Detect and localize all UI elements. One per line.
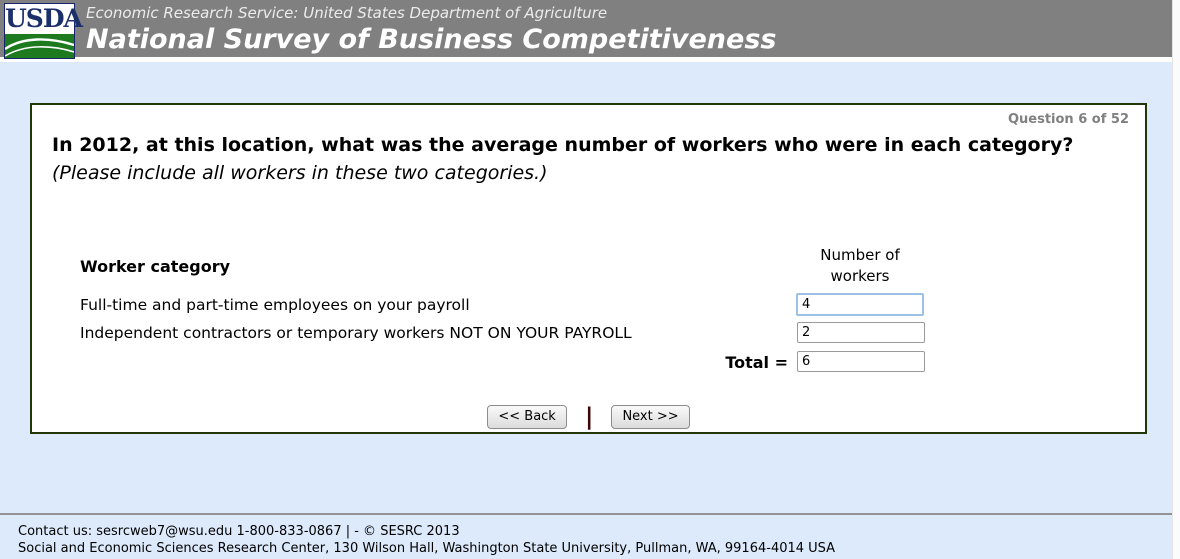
usda-logo-text: USDA <box>5 4 83 33</box>
usda-logo: USDA <box>4 3 83 59</box>
next-button[interactable]: Next >> <box>611 405 690 429</box>
row-label-contractors: Independent contractors or temporary wor… <box>80 324 632 342</box>
worker-category-header: Worker category <box>80 257 231 276</box>
question-text-bold: In 2012, at this location, what was the … <box>52 134 1074 156</box>
header-bar: USDA Economic Research Service: United S… <box>0 0 1180 62</box>
footer-divider <box>0 513 1180 515</box>
question-panel: Question 6 of 52 In 2012, at this locati… <box>30 103 1147 434</box>
total-count-input[interactable] <box>797 351 925 372</box>
contractors-count-input[interactable] <box>797 322 925 343</box>
navigation-buttons: << Back | Next >> <box>32 405 1145 433</box>
back-button[interactable]: << Back <box>487 405 567 429</box>
number-of-workers-header: Number of workers <box>820 246 900 285</box>
footer-contact-line: Contact us: sesrcweb7@wsu.edu 1-800-833-… <box>18 524 460 539</box>
question-text-note: (Please include all workers in these two… <box>52 162 548 184</box>
agency-subtitle: Economic Research Service: United States… <box>86 4 608 22</box>
total-label: Total = <box>725 353 788 372</box>
footer-address-line: Social and Economic Sciences Research Ce… <box>18 541 836 556</box>
employees-count-input[interactable] <box>796 293 924 316</box>
usda-field-icon <box>5 34 74 58</box>
question-progress: Question 6 of 52 <box>1007 112 1129 127</box>
question-text: In 2012, at this location, what was the … <box>52 131 1107 187</box>
survey-title: National Survey of Business Competitiven… <box>86 24 777 55</box>
row-label-employees: Full-time and part-time employees on you… <box>80 296 470 314</box>
button-separator: | <box>584 404 594 430</box>
scrollbar-track[interactable] <box>1172 0 1180 559</box>
